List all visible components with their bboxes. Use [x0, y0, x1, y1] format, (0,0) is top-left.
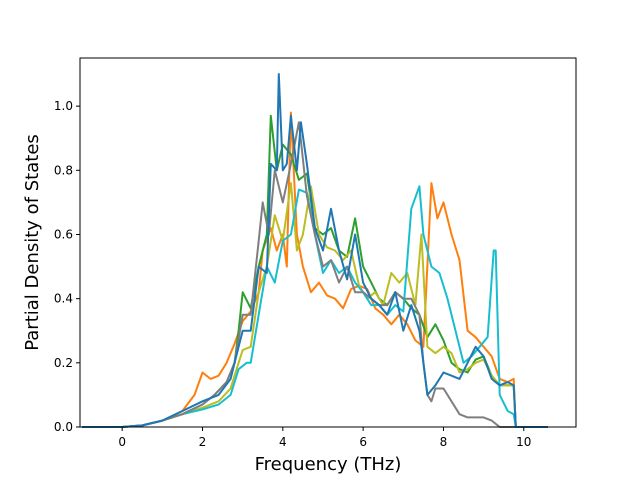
pdos-series-4-line — [82, 185, 548, 428]
y-axis-label: Partial Density of States — [22, 134, 43, 351]
x-axis-ticks: 0 2 4 6 8 10 — [118, 427, 531, 449]
x-axis-label: Frequency (THz) — [255, 454, 402, 475]
pdos-series-3-line — [82, 182, 548, 428]
x-tick-label: 8 — [440, 435, 448, 449]
y-tick-label: 0.8 — [54, 163, 73, 177]
x-tick-label: 0 — [118, 435, 126, 449]
x-tick-label: 2 — [199, 435, 207, 449]
y-tick-label: 0.6 — [54, 227, 73, 241]
y-tick-label: 0.0 — [54, 420, 73, 434]
pdos-series-5-line — [82, 121, 548, 428]
pdos-series-6-line — [82, 73, 548, 428]
axes-frame — [79, 57, 577, 428]
y-tick-label: 0.4 — [54, 292, 73, 306]
plot-lines — [82, 73, 548, 428]
x-tick-label: 10 — [516, 435, 531, 449]
y-tick-label: 1.0 — [54, 99, 73, 113]
y-axis-ticks: 0.0 0.2 0.4 0.6 0.8 1.0 — [54, 99, 80, 434]
x-tick-label: 6 — [359, 435, 367, 449]
y-tick-label: 0.2 — [54, 356, 73, 370]
x-tick-label: 4 — [279, 435, 287, 449]
pdos-series-1-line — [82, 111, 548, 428]
